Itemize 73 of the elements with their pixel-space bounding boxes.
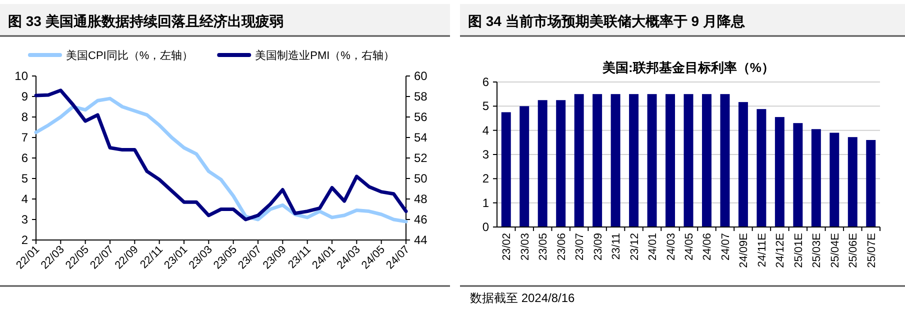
x-tick-label: 23/09: [592, 233, 604, 261]
x-tick-label: 23/06: [556, 233, 568, 261]
x-tick-label: 24/05: [684, 233, 696, 261]
bar: [501, 112, 511, 227]
bar: [538, 100, 548, 227]
y-tick-label: 6: [21, 151, 28, 165]
chart-title: 图 34 当前市场预期美联储大概率于 9 月降息: [468, 13, 746, 29]
x-tick-label: 24/07: [720, 233, 732, 261]
x-tick-label: 24/01: [647, 233, 660, 261]
bar: [592, 94, 602, 227]
x-tick-label: 25/04E: [829, 233, 842, 268]
x-tick-label: 24/12E: [774, 233, 787, 268]
bar: [720, 94, 730, 227]
y-tick-label: 9: [21, 90, 28, 104]
y-tick-label: 0: [482, 220, 490, 234]
bar: [574, 94, 584, 227]
y2-tick-label: 50: [414, 172, 428, 186]
bar: [866, 140, 876, 227]
x-tick-label: 24/11E: [756, 233, 768, 268]
x-tick-label: 24/09E: [738, 233, 750, 268]
bar: [848, 137, 858, 227]
y-tick-label: 2: [482, 172, 490, 186]
legend-label: 美国CPI同比（%，左轴）: [66, 49, 194, 62]
bar: [830, 132, 840, 227]
y-tick-label: 5: [482, 99, 490, 114]
legend-label: 美国制造业PMI（%，右轴）: [255, 49, 394, 62]
bar: [811, 129, 821, 227]
bar: [556, 100, 566, 227]
bar: [738, 102, 748, 227]
y-tick-label: 3: [21, 212, 28, 226]
x-tick-label: 23/07: [574, 233, 586, 261]
y-tick-label: 1: [482, 196, 490, 210]
y-tick-label: 5: [21, 172, 28, 186]
y2-tick-label: 52: [414, 151, 428, 165]
x-tick-label: 23/05: [538, 233, 550, 261]
x-tick-label: 25/03E: [811, 233, 824, 268]
bar: [756, 109, 766, 227]
x-tick-label: 23/11: [610, 233, 623, 260]
x-tick-label: 23/12: [628, 233, 641, 261]
bar: [774, 117, 784, 227]
x-tick-label: 25/06E: [848, 233, 860, 268]
y-tick-label: 8: [21, 110, 28, 124]
y-tick-label: 6: [482, 75, 490, 89]
y-tick-label: 2: [21, 233, 28, 247]
y2-tick-label: 58: [414, 90, 428, 104]
bar: [793, 123, 803, 227]
bar: [684, 94, 694, 227]
y2-tick-label: 44: [414, 233, 428, 247]
text: 数据截至 2024/8/16: [470, 291, 576, 305]
y-tick-label: 3: [482, 148, 490, 162]
x-tick-label: 23/02: [501, 233, 514, 261]
y2-tick-label: 60: [414, 69, 428, 83]
y2-tick-label: 56: [414, 110, 428, 124]
chart-title: 图 33 美国通胀数据持续回落且经济出现疲弱: [8, 13, 284, 29]
x-tick-label: 25/01E: [792, 233, 805, 268]
x-tick-label: 23/03: [519, 233, 532, 261]
bar: [666, 94, 676, 227]
x-tick-label: 24/06: [702, 233, 714, 261]
y-tick-label: 7: [21, 130, 28, 144]
y2-tick-label: 48: [414, 192, 428, 206]
y-tick-label: 10: [14, 69, 28, 83]
y-tick-label: 4: [21, 192, 28, 206]
y2-tick-label: 54: [414, 130, 428, 144]
bar: [629, 94, 639, 227]
x-tick-label: 25/07E: [866, 233, 878, 268]
bar: [702, 94, 712, 227]
y-tick-label: 4: [482, 123, 490, 138]
y2-tick-label: 46: [414, 212, 428, 226]
bar: [520, 106, 530, 227]
chart-subtitle: 美国:联邦基金目标利率（%）: [602, 60, 774, 75]
bar: [647, 94, 657, 227]
bar: [610, 94, 620, 227]
x-tick-label: 24/03: [665, 233, 678, 261]
